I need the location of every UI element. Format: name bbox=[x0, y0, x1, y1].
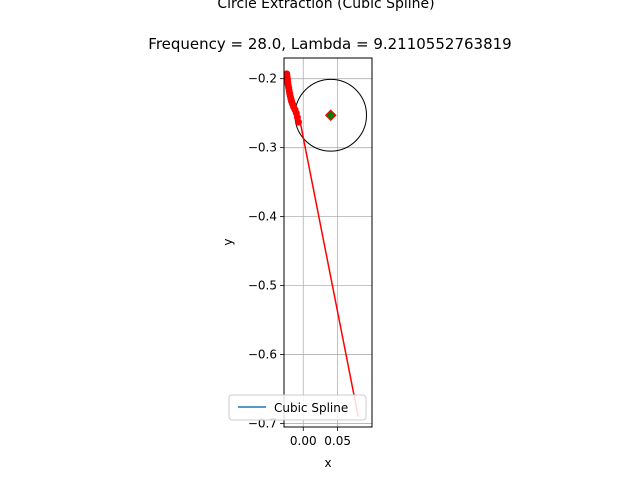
x-axis: 0.00 0.05 bbox=[290, 427, 351, 448]
x-axis-label: x bbox=[324, 456, 331, 470]
y-axis-label: y bbox=[221, 238, 235, 245]
y-tick-label: −0.6 bbox=[248, 348, 277, 362]
axes-frame bbox=[283, 57, 373, 428]
circle-center bbox=[324, 109, 337, 122]
chart-title: Circle Extraction (Cubic Spline) bbox=[217, 0, 434, 12]
legend-label-cubic-spline: Cubic Spline bbox=[274, 401, 348, 415]
center-marker bbox=[324, 109, 337, 122]
legend-box bbox=[228, 394, 367, 421]
y-tick-label: −0.2 bbox=[248, 72, 277, 86]
chart-subtitle: Frequency = 28.0, Lambda = 9.21105527638… bbox=[148, 35, 511, 53]
sample-points bbox=[284, 70, 302, 126]
y-tick-label: −0.4 bbox=[248, 210, 277, 224]
x-tick-label: 0.05 bbox=[324, 434, 351, 448]
y-axis: −0.2−0.3−0.4−0.5−0.6−0.7 bbox=[248, 72, 284, 431]
grid bbox=[284, 58, 372, 427]
y-tick-label: −0.5 bbox=[248, 279, 277, 293]
legend: Cubic Spline bbox=[228, 394, 367, 421]
y-tick-label: −0.3 bbox=[248, 141, 277, 155]
data-point bbox=[294, 118, 302, 126]
x-tick-label: 0.00 bbox=[290, 434, 317, 448]
